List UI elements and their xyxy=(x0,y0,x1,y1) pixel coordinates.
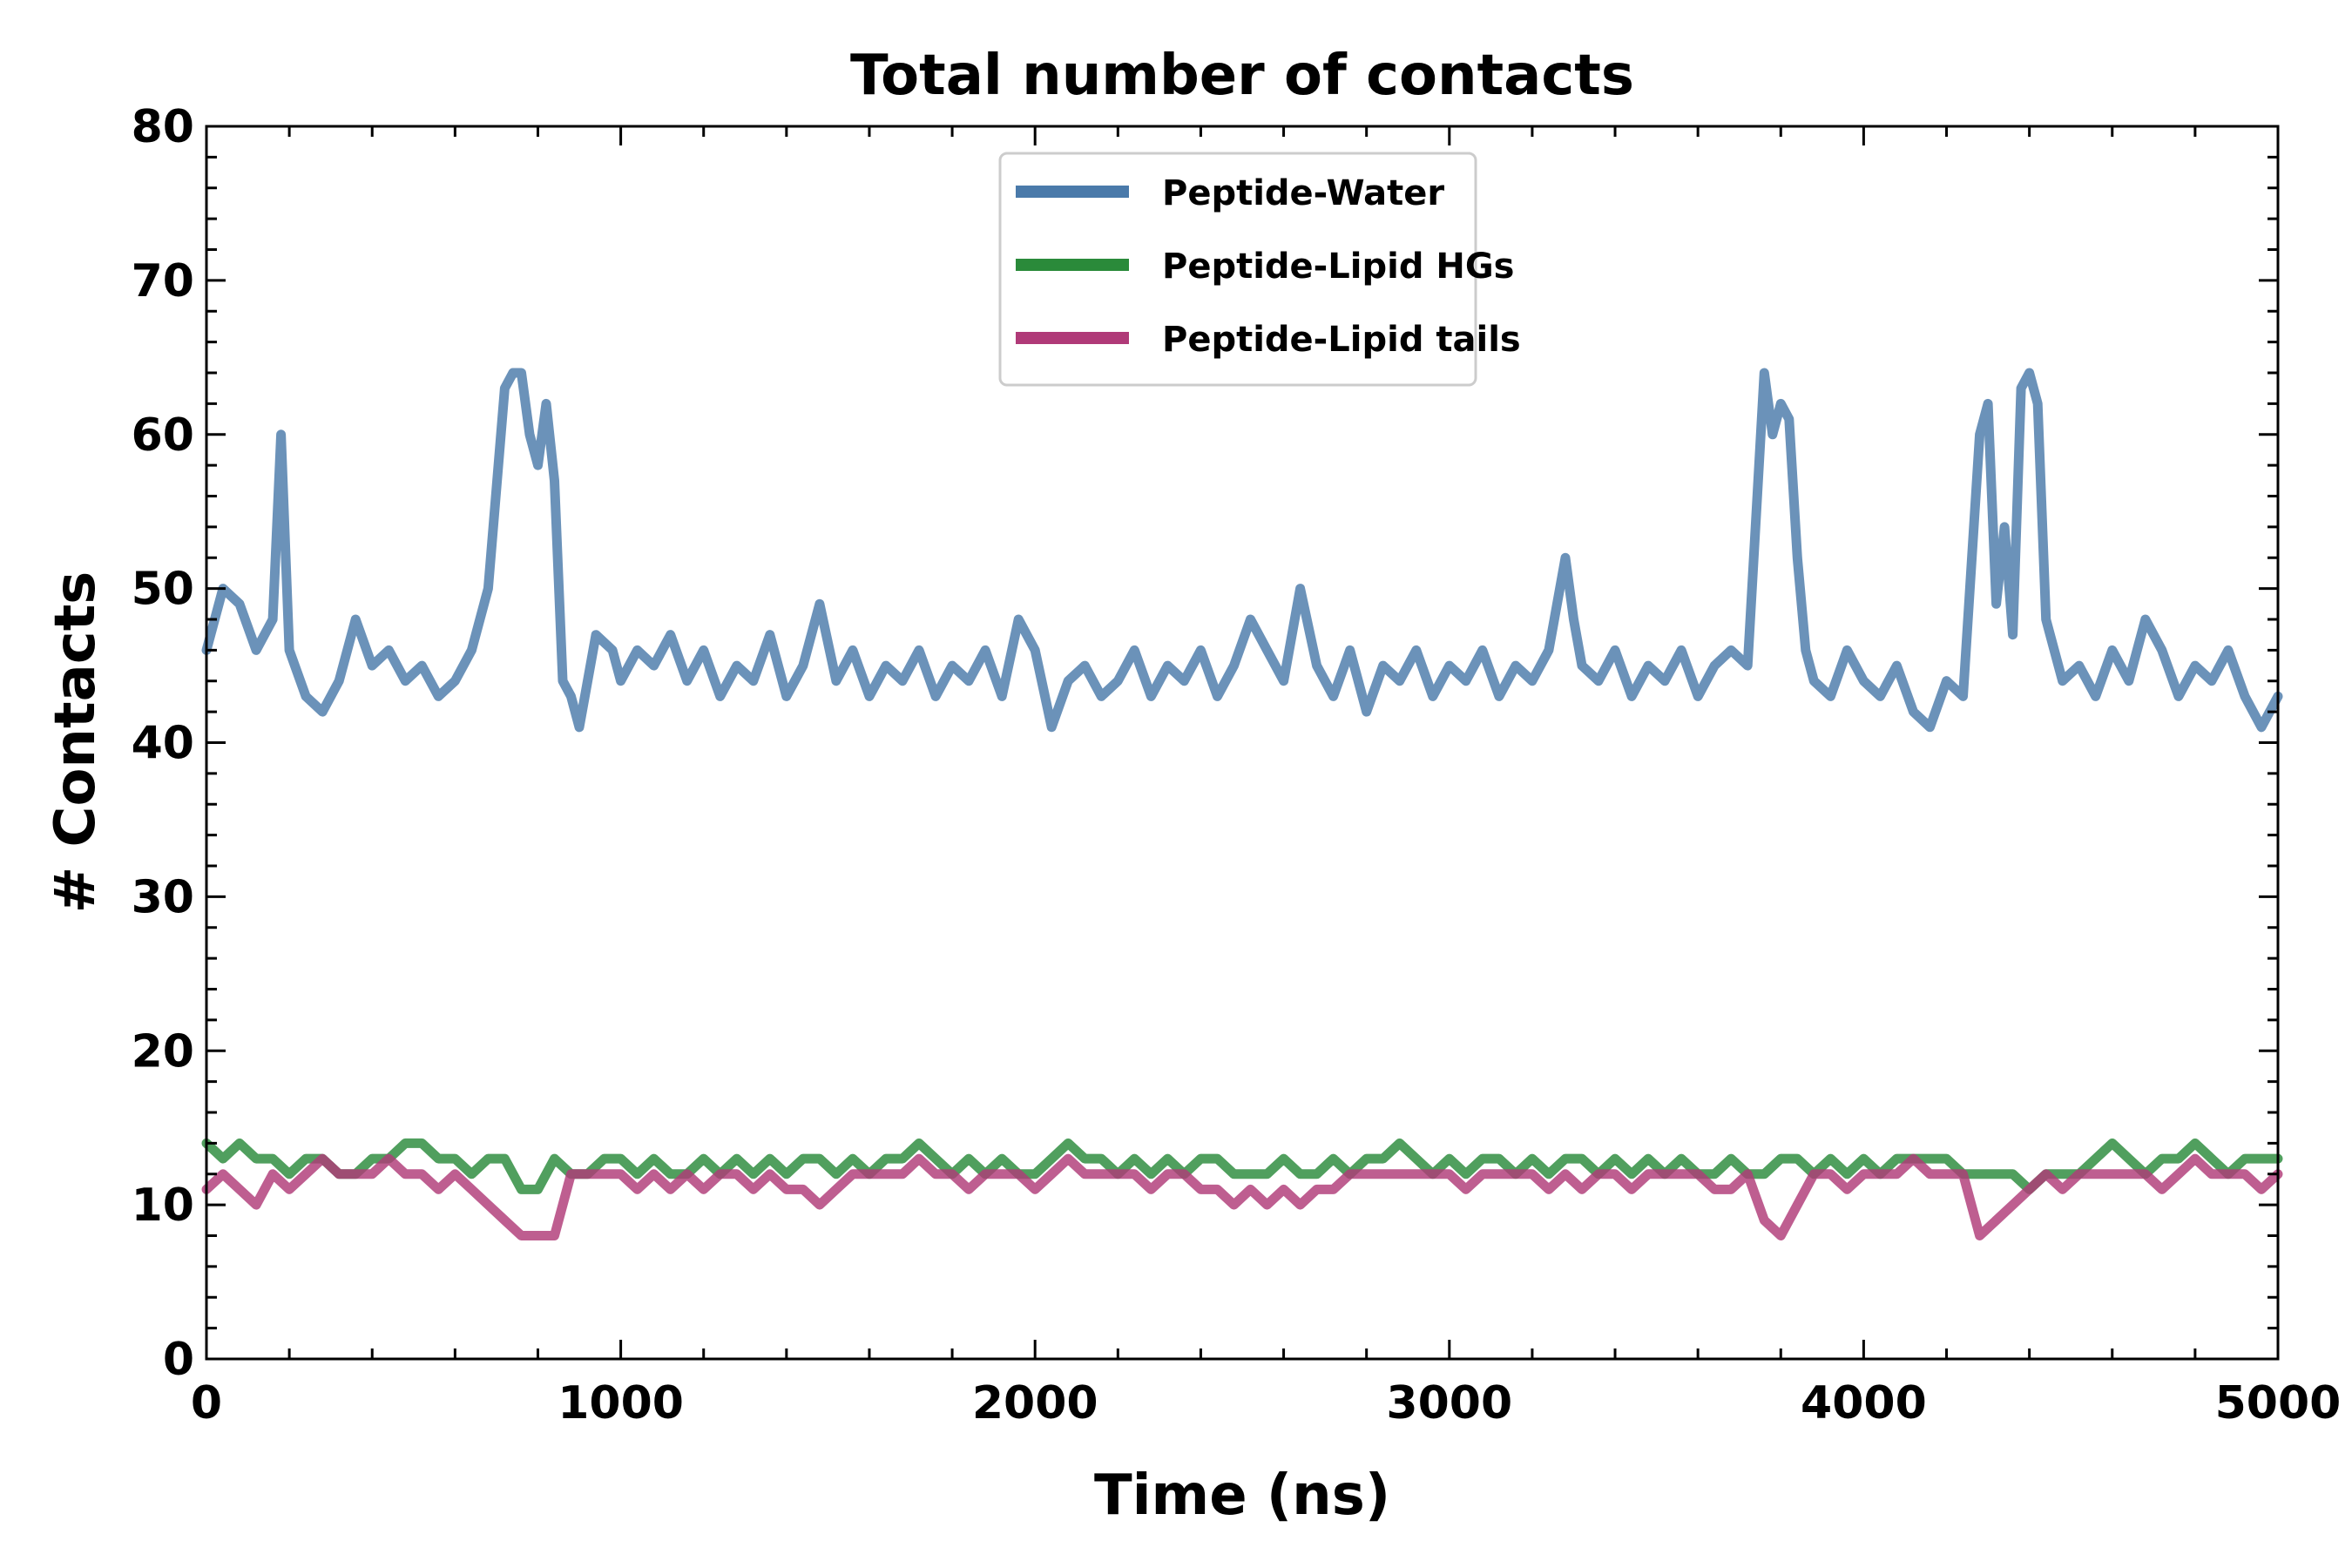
y-tick-label: 80 xyxy=(132,101,194,153)
plot-series xyxy=(201,368,2283,1240)
x-tick-label: 3000 xyxy=(1386,1377,1512,1429)
x-axis-label: Time (ns) xyxy=(1094,1463,1390,1528)
x-tick-label: 4000 xyxy=(1801,1377,1927,1429)
legend: Peptide-Water Peptide-Lipid HGs Peptide-Li… xyxy=(998,152,1521,387)
y-tick-label: 60 xyxy=(132,409,194,462)
series-line-0 xyxy=(201,368,2283,733)
y-axis-label: # Contacts xyxy=(44,571,108,914)
x-tick-label: 5000 xyxy=(2215,1377,2342,1429)
y-tick-label: 30 xyxy=(132,871,194,923)
series-line-2 xyxy=(201,1153,2283,1240)
y-tick-label: 20 xyxy=(132,1025,194,1078)
x-tick-label: 2000 xyxy=(972,1377,1098,1429)
y-tick-label: 10 xyxy=(132,1179,194,1232)
y-tick-label: 40 xyxy=(132,718,194,770)
y-tick-label: 70 xyxy=(132,255,194,308)
legend-label-1: Peptide-Lipid HGs xyxy=(1162,247,1515,287)
legend-label-2: Peptide-Lipid tails xyxy=(1162,320,1521,360)
chart-title: Total number of contacts xyxy=(850,44,1634,108)
y-tick-label: 0 xyxy=(163,1334,194,1386)
x-tick-label: 0 xyxy=(191,1377,222,1429)
series-line-1 xyxy=(201,1138,2283,1194)
y-tick-label: 50 xyxy=(132,564,194,616)
x-tick-label: 1000 xyxy=(558,1377,684,1429)
legend-label-0: Peptide-Water xyxy=(1162,173,1444,213)
axes: 0 1000 2000 3000 4000 5000 0 10 20 30 40 50 60 70 80 xyxy=(132,101,2342,1429)
legend-box xyxy=(998,152,1477,387)
